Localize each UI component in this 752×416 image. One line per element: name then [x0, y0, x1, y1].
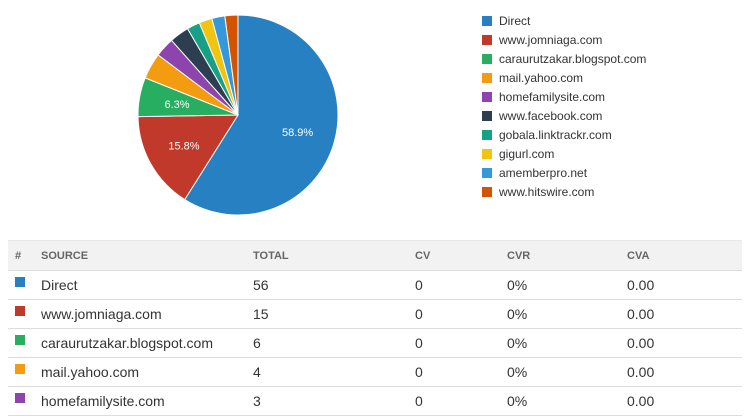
legend-swatch [482, 16, 492, 26]
pie-slice[interactable] [184, 14, 339, 216]
row-source-cell: Direct [41, 270, 253, 300]
pie-slice-label: 6.3% [164, 99, 189, 111]
row-cvr-cell: 0% [507, 299, 627, 329]
legend-swatch [482, 92, 492, 102]
header-index[interactable]: # [8, 240, 41, 271]
legend-swatch [482, 54, 492, 64]
legend-label: amemberpro.net [499, 166, 588, 180]
row-total-cell: 15 [253, 299, 415, 329]
row-cva-cell: 0.00 [627, 328, 742, 358]
pie-slice-label: 58.9% [282, 127, 313, 139]
legend-item[interactable]: www.hitswire.com [482, 184, 646, 203]
table-row[interactable]: www.jomniaga.com 15 0 0% 0.00 [8, 299, 742, 329]
header-source[interactable]: SOURCE [41, 240, 253, 271]
row-cvr-cell: 0% [507, 357, 627, 387]
row-cva-cell: 0.00 [627, 270, 742, 300]
legend-item[interactable]: Direct [482, 13, 646, 32]
legend-swatch [482, 111, 492, 121]
legend-item[interactable]: www.facebook.com [482, 108, 646, 127]
legend-item[interactable]: homefamilysite.com [482, 89, 646, 108]
row-color-swatch [15, 335, 25, 346]
row-total-cell: 56 [253, 270, 415, 300]
row-total-cell: 3 [253, 386, 415, 416]
legend-label: mail.yahoo.com [499, 71, 584, 85]
table-row[interactable]: caraurutzakar.blogspot.com 6 0 0% 0.00 [8, 328, 742, 358]
row-color-swatch [15, 306, 25, 317]
legend-swatch [482, 149, 492, 159]
sources-table-container: # SOURCE TOTAL CV CVR CVA Direct 56 0 0% 0.0… [8, 240, 742, 416]
legend-label: gigurl.com [499, 147, 555, 161]
legend-label: caraurutzakar.blogspot.com [499, 52, 647, 66]
legend-item[interactable]: mail.yahoo.com [482, 70, 646, 89]
row-source-cell: mail.yahoo.com [41, 357, 253, 387]
row-cv-cell: 0 [415, 328, 507, 358]
row-cv-cell: 0 [415, 357, 507, 387]
table-body: Direct 56 0 0% 0.00 www.jomniaga.com 15 0 0% 0.00… [8, 270, 742, 416]
row-color-swatch-cell [8, 328, 41, 358]
table-row[interactable]: Direct 56 0 0% 0.00 [8, 270, 742, 300]
row-color-swatch-cell [8, 386, 41, 416]
row-cvr-cell: 0% [507, 386, 627, 416]
row-color-swatch [15, 393, 25, 404]
legend-swatch [482, 130, 492, 140]
row-color-swatch-cell [8, 270, 41, 300]
row-cva-cell: 0.00 [627, 357, 742, 387]
legend-item[interactable]: gigurl.com [482, 146, 646, 165]
legend-label: homefamilysite.com [499, 90, 606, 104]
legend-label: Direct [499, 14, 531, 28]
pie-slice[interactable] [224, 14, 239, 116]
row-source-cell: caraurutzakar.blogspot.com [41, 328, 253, 358]
row-total-cell: 6 [253, 328, 415, 358]
sources-table: # SOURCE TOTAL CV CVR CVA Direct 56 0 0% 0.0… [8, 240, 742, 416]
header-cva[interactable]: CVA [627, 240, 742, 271]
row-color-swatch-cell [8, 299, 41, 329]
legend-swatch [482, 168, 492, 178]
pie-chart: 58.9% 15.8% 6.3% [137, 14, 339, 216]
pie-slice[interactable] [137, 114, 239, 201]
legend-item[interactable]: gobala.linktrackr.com [482, 127, 646, 146]
legend-label: www.jomniaga.com [499, 33, 603, 47]
row-cv-cell: 0 [415, 386, 507, 416]
legend-swatch [482, 35, 492, 45]
row-total-cell: 4 [253, 357, 415, 387]
legend-label: www.facebook.com [499, 109, 603, 123]
legend-swatch [482, 73, 492, 83]
header-total[interactable]: TOTAL [253, 240, 415, 271]
chart-legend: Direct www.jomniaga.com caraurutzakar.blog… [482, 13, 646, 203]
pie-slice-label: 15.8% [168, 140, 199, 152]
row-cv-cell: 0 [415, 299, 507, 329]
legend-label: gobala.linktrackr.com [499, 128, 612, 142]
row-cvr-cell: 0% [507, 270, 627, 300]
table-header-row: # SOURCE TOTAL CV CVR CVA [8, 240, 742, 271]
row-color-swatch [15, 277, 25, 288]
row-cva-cell: 0.00 [627, 299, 742, 329]
row-color-swatch-cell [8, 357, 41, 387]
header-cvr[interactable]: CVR [507, 240, 627, 271]
traffic-sources-chart: 58.9% 15.8% 6.3% Direct www.jomniaga.com car… [137, 13, 646, 216]
header-cv[interactable]: CV [415, 240, 507, 271]
table-row[interactable]: homefamilysite.com 3 0 0% 0.00 [8, 386, 742, 416]
row-source-cell: www.jomniaga.com [41, 299, 253, 329]
row-cva-cell: 0.00 [627, 386, 742, 416]
row-color-swatch [15, 364, 25, 375]
table-row[interactable]: mail.yahoo.com 4 0 0% 0.00 [8, 357, 742, 387]
legend-swatch [482, 187, 492, 197]
legend-item[interactable]: www.jomniaga.com [482, 32, 646, 51]
legend-item[interactable]: amemberpro.net [482, 165, 646, 184]
row-cvr-cell: 0% [507, 328, 627, 358]
row-cv-cell: 0 [415, 270, 507, 300]
row-source-cell: homefamilysite.com [41, 386, 253, 416]
legend-label: www.hitswire.com [499, 185, 595, 199]
legend-item[interactable]: caraurutzakar.blogspot.com [482, 51, 646, 70]
